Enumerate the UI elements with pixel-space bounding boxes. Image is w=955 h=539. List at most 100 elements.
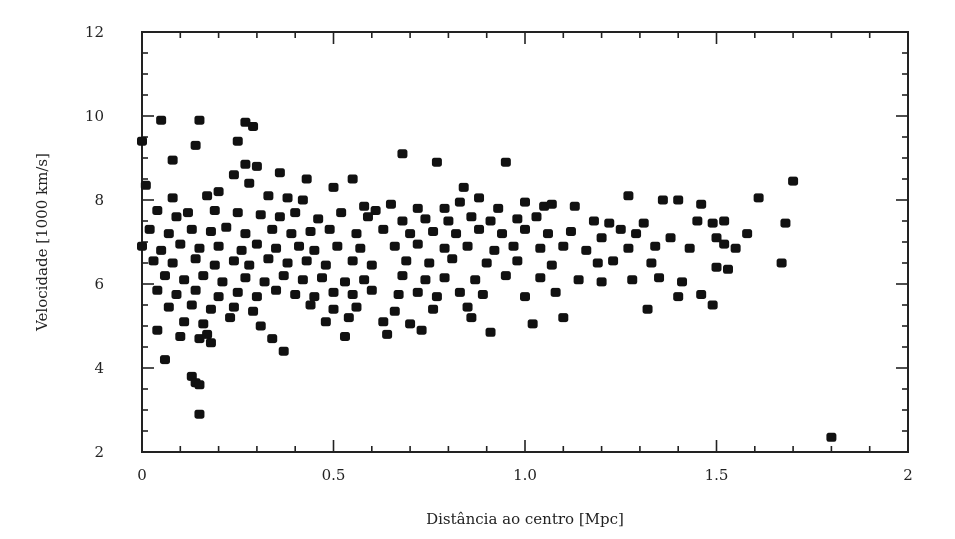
data-point (202, 329, 213, 339)
data-point (186, 300, 197, 310)
data-point (462, 241, 473, 251)
data-point (194, 409, 205, 419)
data-point (378, 224, 389, 234)
data-point (171, 212, 182, 222)
data-point (397, 216, 408, 226)
data-point (259, 277, 270, 287)
data-point (301, 256, 312, 266)
data-point (439, 203, 450, 213)
data-point (240, 229, 251, 239)
data-point (228, 302, 239, 312)
data-point (707, 300, 718, 310)
data-point (163, 302, 174, 312)
data-point (485, 327, 496, 337)
data-point (190, 285, 201, 295)
data-point (236, 245, 247, 255)
data-point (209, 206, 220, 215)
data-point (332, 241, 343, 251)
data-point (378, 317, 389, 327)
data-point (654, 273, 665, 283)
data-point (512, 214, 523, 224)
data-point (339, 277, 350, 287)
data-point (431, 292, 442, 302)
data-point (673, 195, 684, 205)
data-point (167, 193, 178, 203)
data-point (389, 241, 400, 251)
data-point (389, 306, 400, 316)
data-point (232, 136, 243, 146)
x-tick-label: 1.5 (705, 466, 729, 484)
data-point (500, 271, 511, 281)
data-point (573, 275, 584, 285)
data-point (336, 208, 347, 218)
data-point (167, 258, 178, 268)
data-point (194, 115, 205, 125)
data-point (194, 380, 205, 390)
data-point (535, 243, 546, 253)
data-point (244, 260, 255, 270)
y-tick-label: 6 (94, 275, 104, 293)
y-tick-label: 12 (85, 23, 104, 41)
data-point (696, 199, 707, 209)
data-point (462, 302, 473, 312)
data-point (179, 317, 190, 327)
data-point (163, 229, 174, 239)
data-point (240, 117, 251, 127)
data-point (244, 178, 255, 188)
data-point (194, 243, 205, 253)
data-point (274, 168, 285, 178)
data-point (355, 243, 366, 253)
data-point (711, 233, 722, 243)
data-point (385, 199, 396, 209)
data-point (159, 271, 170, 281)
data-point (278, 271, 289, 281)
data-point (707, 218, 718, 228)
data-point (520, 292, 530, 302)
data-point (137, 241, 147, 251)
data-point (405, 229, 416, 239)
data-point (780, 218, 791, 228)
data-point (776, 258, 787, 268)
data-point (657, 195, 668, 205)
data-point (665, 233, 676, 243)
data-point (271, 243, 282, 253)
data-point (420, 214, 431, 224)
data-point (431, 157, 442, 167)
data-point (477, 290, 488, 299)
data-point (328, 182, 339, 192)
data-point (546, 199, 557, 209)
data-point (282, 258, 293, 268)
data-point (320, 317, 331, 327)
data-point (347, 290, 358, 299)
data-point (297, 195, 308, 205)
data-point (198, 271, 209, 281)
data-point (500, 157, 511, 167)
data-point (294, 241, 305, 251)
data-point (677, 277, 688, 287)
data-point (347, 174, 358, 184)
data-point (420, 275, 431, 285)
data-point (263, 254, 274, 264)
y-axis-title: Velocidade [1000 km/s] (33, 153, 51, 332)
data-point (454, 287, 465, 297)
data-point (558, 313, 569, 323)
data-point (248, 122, 259, 131)
data-point (604, 218, 615, 228)
data-point (182, 208, 193, 218)
data-point (428, 227, 439, 236)
data-point (443, 216, 454, 226)
data-point (650, 241, 661, 251)
data-point (474, 224, 485, 234)
data-point (228, 170, 239, 180)
data-point (175, 239, 186, 249)
data-point (719, 216, 730, 226)
data-point (447, 254, 458, 264)
data-point (179, 275, 190, 285)
y-tick-label: 4 (94, 359, 104, 377)
data-point (466, 313, 477, 323)
data-point (412, 239, 423, 249)
data-point (539, 201, 550, 211)
data-point (343, 313, 354, 323)
data-point (263, 191, 274, 201)
data-point (520, 197, 530, 207)
